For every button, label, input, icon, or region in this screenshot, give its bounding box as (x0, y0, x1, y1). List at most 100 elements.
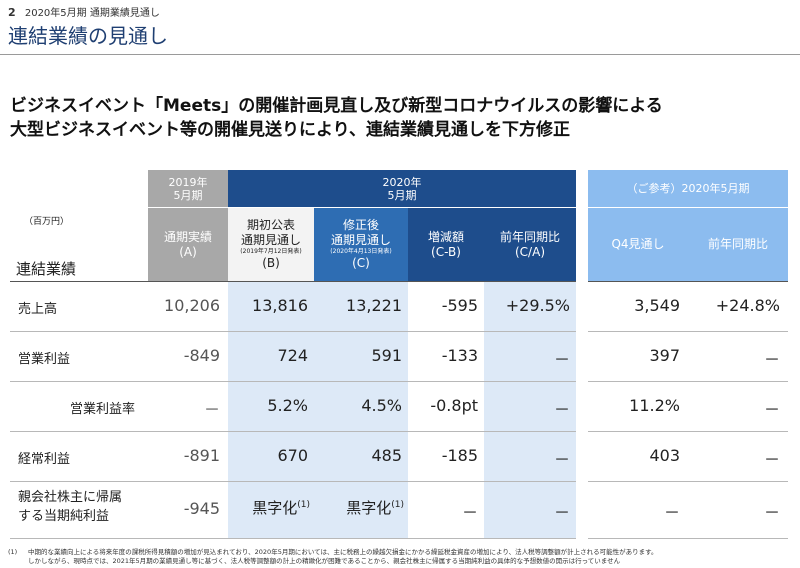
footnote: (1) 中期的な業績向上による将来年度の課税所得見積額の増加が見込まれており、2… (8, 548, 798, 566)
col-header-cb: 増減額 (C-B) (408, 208, 484, 281)
group-header-2020: 2020年 5月期 (228, 170, 576, 207)
table-cell: 3,549 (634, 296, 680, 315)
col-yoy-line1: 前年同期比 (707, 237, 768, 251)
headline: ビジネスイベント「Meets」の開催計画見直し及び新型コロナウイルスの影響による… (10, 94, 663, 142)
row-label-sales: 売上高 (18, 302, 58, 317)
table-cell: － (553, 503, 570, 522)
footnote-ref: (1) (297, 500, 310, 510)
table-cell: 724 (277, 346, 308, 365)
header-bottom-rule (10, 281, 576, 282)
row-label-operating-profit: 営業利益 (18, 352, 71, 367)
table-cell: － (663, 503, 680, 522)
col-header-ca: 前年同期比 (C/A) (484, 208, 576, 281)
page-title: 連結業績の見通し (8, 24, 168, 48)
row-rule-5-ref (588, 538, 788, 539)
footnote-line-2: しかしながら、現時点では、2021年5月期の業績見通し等に基づく、法人税等調整額… (28, 557, 621, 565)
table-cell: +24.8% (715, 296, 780, 315)
net-income-b-value: 黒字化 (252, 499, 298, 517)
col-b-line1: 期初公表 (246, 218, 295, 232)
header-divider (0, 54, 800, 55)
col-header-b: 期初公表 通期見通し (2019年7月12日発表) (B) (228, 208, 314, 281)
table-cell: － (763, 400, 780, 419)
headline-line-1: ビジネスイベント「Meets」の開催計画見直し及び新型コロナウイルスの影響による (10, 96, 663, 116)
row-header-label: 連結業績 (16, 260, 77, 278)
table-cell: 13,816 (252, 296, 308, 315)
table-cell: － (553, 350, 570, 369)
table-cell: － (203, 400, 220, 419)
group-header-2019: 2019年 5月期 (148, 170, 228, 207)
col-header-c: 修正後 通期見通し (2020年4月13日発表) (C) (314, 208, 408, 281)
row-rule-4 (10, 481, 576, 482)
group-2019-label: 2019年 5月期 (168, 175, 208, 202)
table-cell: － (763, 450, 780, 469)
table-cell: 403 (649, 446, 680, 465)
row-rule-4-ref (588, 481, 788, 482)
net-income-c-value: 黒字化 (346, 499, 392, 517)
table-cell: 黒字化(1) (228, 497, 310, 518)
table-cell: +29.5% (505, 296, 570, 315)
table-cell: -0.8pt (430, 396, 478, 415)
table-cell: － (553, 450, 570, 469)
col-ca-line1: 前年同期比 (499, 229, 560, 244)
header-bottom-rule-ref (588, 281, 788, 282)
section-label: 2020年5月期 通期業績見通し (24, 8, 160, 19)
col-c-line1: 修正後 (342, 218, 379, 232)
table-cell: － (553, 400, 570, 419)
table-cell: 4.5% (361, 396, 402, 415)
table-cell: -891 (183, 446, 220, 465)
table-cell: 670 (277, 446, 308, 465)
row-rule-1-ref (588, 331, 788, 332)
footnote-mark: (1) (8, 548, 18, 556)
row-rule-1 (10, 331, 576, 332)
table-cell: -849 (183, 346, 220, 365)
col-a-line1: 通期実績 (163, 229, 212, 244)
col-c-note: (2020年4月13日発表) (330, 248, 392, 255)
col-b-note: (2019年7月12日発表) (240, 248, 302, 255)
table-cell: -185 (441, 446, 478, 465)
col-q4-line1: Q4見通し (611, 237, 665, 251)
row-rule-2-ref (588, 381, 788, 382)
row-rule-3 (10, 431, 576, 432)
col-header-a: 通期実績 (A) (148, 208, 228, 281)
table-cell: 10,206 (164, 296, 220, 315)
group-ref-label: （ご参考）2020年5月期 (626, 182, 750, 195)
footnote-ref: (1) (391, 500, 404, 510)
col-c-line3: (C) (352, 256, 370, 270)
column-b-body-bg (228, 282, 314, 538)
footnote-line-1: 中期的な業績向上による将来年度の課税所得見積額の増加が見込まれており、2020年… (28, 548, 658, 556)
table-cell: － (461, 503, 478, 522)
table-cell: 13,221 (346, 296, 402, 315)
table-cell: 黒字化(1) (314, 497, 404, 518)
headline-line-2: 大型ビジネスイベント等の開催見送りにより、連結業績見通しを下方修正 (10, 120, 570, 140)
column-ca-body-bg (484, 282, 576, 538)
col-a-line2: (A) (179, 244, 197, 259)
table-cell: － (763, 350, 780, 369)
group-header-reference: （ご参考）2020年5月期 (588, 170, 788, 207)
col-header-q4: Q4見通し (588, 208, 688, 281)
table-cell: -595 (441, 296, 478, 315)
table-cell: － (763, 503, 780, 522)
row-rule-5 (10, 538, 576, 539)
net-income-label-line2: する当期純利益 (18, 509, 110, 524)
col-cb-line1: 増減額 (427, 229, 464, 244)
slide-section-header: 2 2020年5月期 通期業績見通し (8, 4, 160, 19)
row-label-ordinary-profit: 経常利益 (18, 452, 71, 467)
net-income-label-line1: 親会社株主に帰属 (18, 490, 123, 505)
row-rule-2 (10, 381, 576, 382)
table-cell: 485 (371, 446, 402, 465)
table-cell: 5.2% (267, 396, 308, 415)
col-header-yoy: 前年同期比 (688, 208, 788, 281)
row-label-operating-margin: 営業利益率 (70, 402, 136, 417)
column-c-body-bg (314, 282, 408, 538)
col-c-line2: 通期見通し (330, 233, 391, 247)
table-cell: 11.2% (629, 396, 680, 415)
col-ca-line2: (C/A) (515, 244, 545, 259)
group-2020-label: 2020年 5月期 (382, 175, 422, 202)
table-cell: 397 (649, 346, 680, 365)
table-cell: 591 (371, 346, 402, 365)
table-cell: -133 (441, 346, 478, 365)
col-cb-line2: (C-B) (431, 244, 461, 259)
page-number: 2 (8, 6, 16, 19)
col-b-line2: 通期見通し (240, 233, 301, 247)
col-b-line3: (B) (262, 256, 280, 270)
